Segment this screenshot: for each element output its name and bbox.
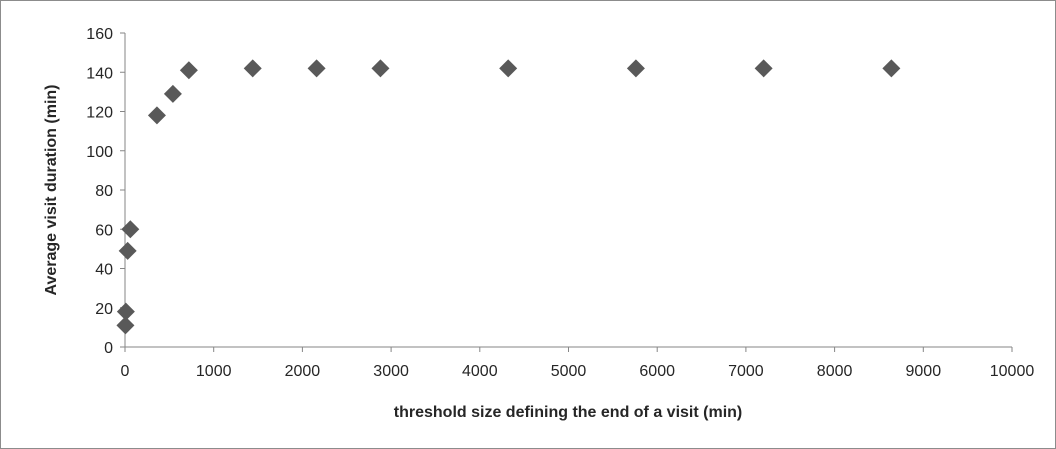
data-point: [163, 84, 182, 103]
x-tick-label: 0: [121, 363, 130, 380]
x-tick-label: 8000: [817, 363, 853, 380]
y-tick-label: 140: [86, 65, 113, 82]
y-tick-label: 80: [95, 183, 113, 200]
y-tick-label: 60: [95, 222, 113, 239]
y-axis-ticks: 0 20 40 60 80 100 120 140 160: [86, 26, 125, 357]
y-tick-label: 100: [86, 144, 113, 161]
data-point: [754, 59, 773, 78]
data-point: [118, 241, 137, 260]
y-tick-label: 20: [95, 301, 113, 318]
data-point: [243, 59, 262, 78]
data-point: [116, 316, 135, 335]
x-axis-title: threshold size defining the end of a vis…: [394, 404, 742, 421]
data-point: [371, 59, 390, 78]
x-tick-label: 5000: [551, 363, 587, 380]
data-points: [116, 59, 901, 335]
y-tick-label: 40: [95, 262, 113, 279]
data-point: [307, 59, 326, 78]
y-axis-title: Average visit duration (min): [43, 85, 60, 296]
x-tick-label: 7000: [728, 363, 764, 380]
x-tick-label: 1000: [196, 363, 232, 380]
y-tick-label: 160: [86, 26, 113, 43]
data-point: [121, 220, 140, 239]
data-point: [882, 59, 901, 78]
x-tick-label: 9000: [906, 363, 942, 380]
x-tick-label: 2000: [285, 363, 321, 380]
y-tick-label: 0: [104, 340, 113, 357]
data-point: [147, 106, 166, 125]
x-tick-label: 3000: [373, 363, 409, 380]
data-point: [179, 61, 198, 80]
x-tick-label: 4000: [462, 363, 498, 380]
x-axis-ticks: 0 1000 2000 3000 4000 5000 6000 7000 8000 9000 100…: [121, 347, 1035, 380]
x-tick-label: 10000: [990, 363, 1035, 380]
y-tick-label: 120: [86, 105, 113, 122]
x-tick-label: 6000: [639, 363, 675, 380]
data-point: [626, 59, 645, 78]
axes: [124, 33, 1012, 348]
data-point: [116, 302, 135, 321]
data-point: [499, 59, 518, 78]
